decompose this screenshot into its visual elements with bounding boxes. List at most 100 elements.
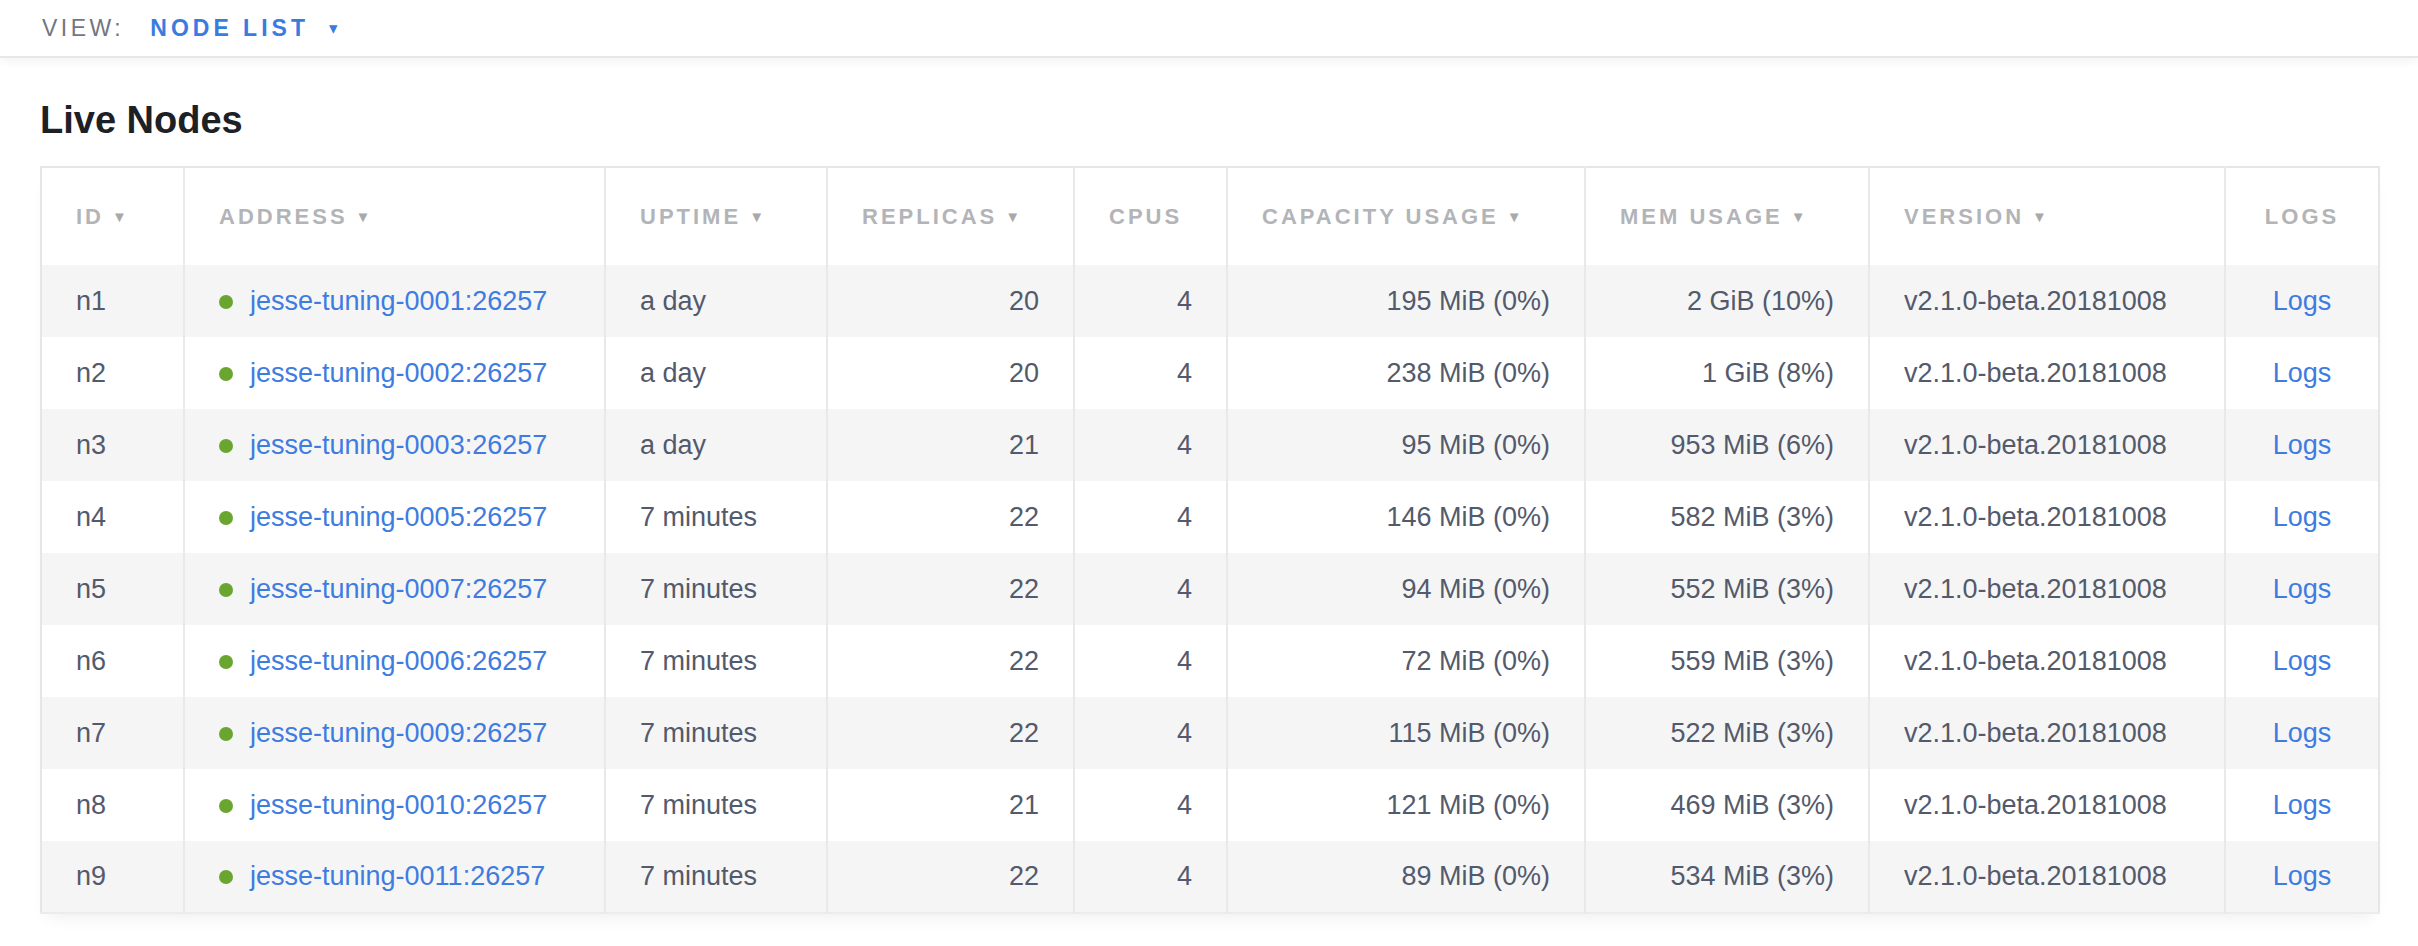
cell-capacity: 195 MiB (0%) xyxy=(1227,265,1585,337)
sort-arrow-icon: ▼ xyxy=(1507,208,1525,225)
column-header-mem[interactable]: MEM USAGE▼ xyxy=(1585,167,1869,265)
cell-replicas: 22 xyxy=(827,553,1074,625)
cell-mem: 953 MiB (6%) xyxy=(1585,409,1869,481)
cell-version: v2.1.0-beta.20181008 xyxy=(1869,625,2225,697)
node-status-dot xyxy=(219,727,233,741)
cell-replicas: 22 xyxy=(827,841,1074,913)
cell-capacity: 94 MiB (0%) xyxy=(1227,553,1585,625)
cell-address: jesse-tuning-0007:26257 xyxy=(184,553,605,625)
column-header-label: CAPACITY USAGE xyxy=(1262,204,1499,229)
cell-version: v2.1.0-beta.20181008 xyxy=(1869,409,2225,481)
cell-version: v2.1.0-beta.20181008 xyxy=(1869,481,2225,553)
logs-link[interactable]: Logs xyxy=(2273,718,2332,748)
column-header-label: CPUS xyxy=(1109,204,1182,229)
logs-link[interactable]: Logs xyxy=(2273,646,2332,676)
chevron-down-icon: ▾ xyxy=(329,20,338,37)
cell-logs: Logs xyxy=(2225,409,2379,481)
column-header-capacity[interactable]: CAPACITY USAGE ▼ xyxy=(1227,167,1585,265)
cell-capacity: 238 MiB (0%) xyxy=(1227,337,1585,409)
node-row-n1: n1jesse-tuning-0001:26257a day204195 MiB… xyxy=(41,265,2379,337)
node-row-n9: n9jesse-tuning-0011:262577 minutes22489 … xyxy=(41,841,2379,913)
cell-logs: Logs xyxy=(2225,481,2379,553)
logs-link[interactable]: Logs xyxy=(2273,286,2332,316)
view-selector-bar: VIEW: NODE LIST ▾ xyxy=(0,0,2418,58)
logs-link[interactable]: Logs xyxy=(2273,358,2332,388)
logs-link[interactable]: Logs xyxy=(2273,430,2332,460)
cell-uptime: a day xyxy=(605,409,827,481)
column-header-uptime[interactable]: UPTIME ▼ xyxy=(605,167,827,265)
page-title: Live Nodes xyxy=(40,98,2378,142)
cell-id: n4 xyxy=(41,481,184,553)
cell-cpus: 4 xyxy=(1074,337,1227,409)
node-row-n7: n7jesse-tuning-0009:262577 minutes224115… xyxy=(41,697,2379,769)
cell-version: v2.1.0-beta.20181008 xyxy=(1869,337,2225,409)
cell-uptime: a day xyxy=(605,337,827,409)
cell-id: n2 xyxy=(41,337,184,409)
node-address-link[interactable]: jesse-tuning-0003:26257 xyxy=(250,430,547,460)
node-address-link[interactable]: jesse-tuning-0011:26257 xyxy=(250,861,545,891)
node-address-link[interactable]: jesse-tuning-0009:26257 xyxy=(250,718,547,748)
sort-arrow-icon: ▼ xyxy=(356,208,374,225)
column-header-version[interactable]: VERSION▼ xyxy=(1869,167,2225,265)
node-status-dot xyxy=(219,367,233,381)
node-address-link[interactable]: jesse-tuning-0002:26257 xyxy=(250,358,547,388)
column-header-cpus: CPUS xyxy=(1074,167,1227,265)
cell-id: n6 xyxy=(41,625,184,697)
cell-uptime: 7 minutes xyxy=(605,769,827,841)
cell-address: jesse-tuning-0006:26257 xyxy=(184,625,605,697)
node-address-link[interactable]: jesse-tuning-0001:26257 xyxy=(250,286,547,316)
column-header-label: ID xyxy=(76,204,104,229)
cell-mem: 559 MiB (3%) xyxy=(1585,625,1869,697)
node-status-dot xyxy=(219,799,233,813)
cell-replicas: 20 xyxy=(827,337,1074,409)
column-header-address[interactable]: ADDRESS▼ xyxy=(184,167,605,265)
cell-id: n1 xyxy=(41,265,184,337)
cell-capacity: 146 MiB (0%) xyxy=(1227,481,1585,553)
logs-link[interactable]: Logs xyxy=(2273,790,2332,820)
node-address-link[interactable]: jesse-tuning-0005:26257 xyxy=(250,502,547,532)
view-dropdown-value: NODE LIST xyxy=(150,15,309,42)
node-address-link[interactable]: jesse-tuning-0010:26257 xyxy=(250,790,547,820)
column-header-id[interactable]: ID▼ xyxy=(41,167,184,265)
node-address-link[interactable]: jesse-tuning-0007:26257 xyxy=(250,574,547,604)
node-row-n5: n5jesse-tuning-0007:262577 minutes22494 … xyxy=(41,553,2379,625)
node-row-n2: n2 jesse-tuning-0002:26257 a day204238 MiB… xyxy=(41,337,2379,409)
table-header-row: ID▼ADDRESS▼UPTIME▼REPLICAS▼CPUSCAPACITY … xyxy=(41,167,2379,265)
cell-capacity: 115 MiB (0%) xyxy=(1227,697,1585,769)
cell-logs: Logs xyxy=(2225,265,2379,337)
node-status-dot xyxy=(219,295,233,309)
cell-uptime: 7 minutes xyxy=(605,697,827,769)
cell-logs: Logs xyxy=(2225,841,2379,913)
cell-cpus: 4 xyxy=(1074,409,1227,481)
cell-logs: Logs xyxy=(2225,697,2379,769)
cell-mem: 522 MiB (3%) xyxy=(1585,697,1869,769)
cell-version: v2.1.0-beta.20181008 xyxy=(1869,697,2225,769)
cell-cpus: 4 xyxy=(1074,625,1227,697)
cell-capacity: 95 MiB (0%) xyxy=(1227,409,1585,481)
cell-replicas: 22 xyxy=(827,697,1074,769)
node-status-dot xyxy=(219,439,233,453)
cell-logs: Logs xyxy=(2225,769,2379,841)
cell-cpus: 4 xyxy=(1074,769,1227,841)
logs-link[interactable]: Logs xyxy=(2273,502,2332,532)
cell-uptime: 7 minutes xyxy=(605,841,827,913)
cell-replicas: 22 xyxy=(827,625,1074,697)
node-address-link[interactable]: jesse-tuning-0006:26257 xyxy=(250,646,547,676)
column-header-replicas[interactable]: REPLICAS▼ xyxy=(827,167,1074,265)
view-dropdown[interactable]: NODE LIST ▾ xyxy=(150,15,337,42)
cell-capacity: 89 MiB (0%) xyxy=(1227,841,1585,913)
cell-address: jesse-tuning-0005:26257 xyxy=(184,481,605,553)
column-header-label: UPTIME xyxy=(640,204,741,229)
sort-arrow-icon: ▼ xyxy=(749,208,767,225)
logs-link[interactable]: Logs xyxy=(2273,861,2332,891)
cell-uptime: 7 minutes xyxy=(605,553,827,625)
cell-uptime: 7 minutes xyxy=(605,481,827,553)
logs-link[interactable]: Logs xyxy=(2273,574,2332,604)
view-label: VIEW: xyxy=(42,15,124,42)
cell-mem: 582 MiB (3%) xyxy=(1585,481,1869,553)
cell-logs: Logs xyxy=(2225,553,2379,625)
cell-replicas: 20 xyxy=(827,265,1074,337)
column-header-label: LOGS xyxy=(2265,204,2339,229)
cell-mem: 2 GiB (10%) xyxy=(1585,265,1869,337)
sort-arrow-icon: ▼ xyxy=(1791,208,1809,225)
